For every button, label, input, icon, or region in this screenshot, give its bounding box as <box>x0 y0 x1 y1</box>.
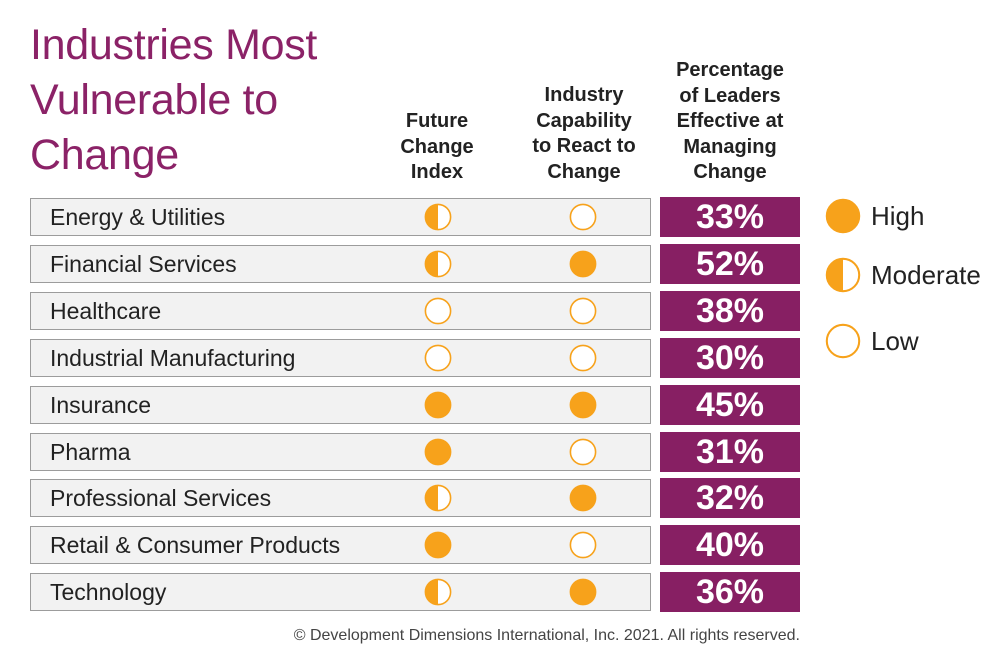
title-line: Vulnerable to <box>30 76 278 124</box>
column-header-line: Index <box>410 161 464 183</box>
future-change-indicator <box>424 344 452 372</box>
future-change-indicator <box>424 578 452 606</box>
percent-cell: 33% <box>660 197 800 237</box>
capability-indicator <box>569 484 597 512</box>
capability-indicator <box>569 438 597 465</box>
column-header-line: Managing <box>683 135 777 158</box>
legend-high-icon <box>825 198 861 234</box>
future-change-indicator <box>424 297 452 325</box>
capability-indicator <box>569 250 597 278</box>
capability-indicator <box>569 578 597 606</box>
percent-cell: 52% <box>660 243 800 284</box>
title-line: Industries Most <box>30 21 318 69</box>
row-label: Energy & Utilities <box>30 198 651 236</box>
row-label: Retail & Consumer Products <box>30 526 651 565</box>
row-label: Healthcare <box>30 291 651 330</box>
column-header-future-change: Future Change Index <box>387 109 487 186</box>
percent-cell: 31% <box>660 431 800 472</box>
column-header-line: Future <box>405 110 469 132</box>
column-header-line: Change <box>400 135 474 158</box>
future-change-indicator <box>424 438 452 465</box>
column-header-percentage: Percentage of Leaders Effective at Manag… <box>655 58 805 186</box>
copyright-footer: © Development Dimensions International, … <box>293 627 800 644</box>
title-line: Change <box>30 131 179 179</box>
capability-indicator <box>569 203 597 231</box>
percent-cell: 32% <box>660 478 800 519</box>
column-header-line: Capability <box>536 109 632 132</box>
column-header-capability: Industry Capability to React to Change <box>514 83 654 185</box>
chart-title: Industries Most Vulnerable to Change <box>30 18 390 183</box>
legend-moderate-icon <box>825 257 861 293</box>
column-header-line: of Leaders <box>679 84 781 107</box>
capability-indicator <box>569 297 597 325</box>
percent-cell: 36% <box>660 572 800 613</box>
capability-indicator <box>569 391 597 418</box>
capability-indicator <box>569 531 597 559</box>
percent-cell: 40% <box>660 525 800 566</box>
legend-label: Low <box>871 326 919 356</box>
legend-label: Moderate <box>871 260 981 290</box>
future-change-indicator <box>424 531 452 559</box>
column-header-line: Industry <box>544 84 624 106</box>
percent-cell: 30% <box>660 337 800 378</box>
row-label: Insurance <box>30 385 651 424</box>
column-header-line: Effective at <box>676 110 784 132</box>
future-change-indicator <box>424 203 452 231</box>
legend-label: High <box>871 201 925 231</box>
future-change-indicator <box>424 391 452 418</box>
column-header-line: Change <box>693 161 767 183</box>
percent-cell: 38% <box>660 290 800 331</box>
row-label: Industrial Manufacturing <box>30 338 651 377</box>
row-label: Technology <box>30 573 651 612</box>
future-change-indicator <box>424 250 452 278</box>
row-label: Professional Services <box>30 479 651 518</box>
column-header-line: Percentage <box>676 59 784 81</box>
percent-cell: 45% <box>660 384 800 425</box>
capability-indicator <box>569 344 597 372</box>
column-header-line: to React to <box>532 135 636 157</box>
future-change-indicator <box>424 484 452 512</box>
column-header-line: Change <box>547 160 621 183</box>
row-label: Financial Services <box>30 244 651 283</box>
row-label: Pharma <box>30 432 651 471</box>
legend-low-icon <box>825 323 861 359</box>
